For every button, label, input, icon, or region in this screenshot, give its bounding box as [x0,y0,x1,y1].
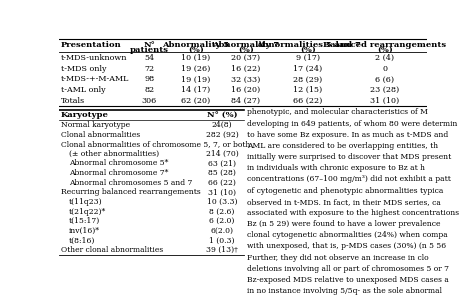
Text: (%): (%) [300,46,316,54]
Text: Totals: Totals [61,97,85,105]
Text: 6 (2.0): 6 (2.0) [210,217,235,225]
Text: t(11q23): t(11q23) [69,198,102,206]
Text: with unexposed, that is, p-MDS cases (30%) (n 5 56: with unexposed, that is, p-MDS cases (30… [247,243,446,250]
Text: 6 (6): 6 (6) [375,76,394,83]
Text: Balanced rearrangements: Balanced rearrangements [323,41,447,49]
Text: 17 (24): 17 (24) [293,65,323,72]
Text: 16 (20): 16 (20) [231,86,261,94]
Text: 0: 0 [382,65,387,72]
Text: (%): (%) [188,46,203,54]
Text: t(21q22)*: t(21q22)* [69,207,106,216]
Text: 214 (70): 214 (70) [206,150,238,158]
Text: in no instance involving 5/5q- as the sole abnormal: in no instance involving 5/5q- as the so… [247,287,442,295]
Text: Clonal abnormalities of chromosome 5, 7, or both: Clonal abnormalities of chromosome 5, 7,… [61,140,250,148]
Text: 24(8): 24(8) [212,121,232,129]
Text: 10 (3.3): 10 (3.3) [207,198,237,206]
Text: 32 (33): 32 (33) [231,76,261,83]
Text: 39 (13)†: 39 (13)† [206,246,238,254]
Text: Abnormalities 5 and 7: Abnormalities 5 and 7 [255,41,360,49]
Text: Clonal abnormalities: Clonal abnormalities [61,130,140,139]
Text: t-MDS-unknown: t-MDS-unknown [61,54,128,62]
Text: 19 (19): 19 (19) [181,76,210,83]
Text: 282 (92): 282 (92) [206,130,238,139]
Text: t-MDS-+-M-AML: t-MDS-+-M-AML [61,76,129,83]
Text: t-MDS only: t-MDS only [61,65,106,72]
Text: 2 (4): 2 (4) [375,54,394,62]
Text: of cytogenetic and phenotypic abnormalities typica: of cytogenetic and phenotypic abnormalit… [247,187,443,194]
Text: 54: 54 [144,54,154,62]
Text: 66 (22): 66 (22) [293,97,323,105]
Text: observed in t-MDS. In fact, in their MDS series, ca: observed in t-MDS. In fact, in their MDS… [247,198,441,206]
Text: (± other abnormalities): (± other abnormalities) [69,150,159,158]
Text: concentrations (67–100 mg/m³) did not exhibit a patt: concentrations (67–100 mg/m³) did not ex… [247,175,451,183]
Text: deletions involving all or part of chromosomes 5 or 7: deletions involving all or part of chrom… [247,265,449,273]
Text: associated with exposure to the highest concentrations: associated with exposure to the highest … [247,209,459,217]
Text: Karyotype: Karyotype [61,111,109,119]
Text: Presentation: Presentation [61,41,121,49]
Text: 12 (15): 12 (15) [293,86,323,94]
Text: initially were surprised to discover that MDS present: initially were surprised to discover tha… [247,153,451,161]
Text: N° (%): N° (%) [207,111,237,119]
Text: 31 (10): 31 (10) [208,188,236,196]
Text: Abnormal chromosomes 5 and 7: Abnormal chromosomes 5 and 7 [69,179,192,187]
Text: in individuals with chronic exposure to Bz at h: in individuals with chronic exposure to … [247,164,425,172]
Text: 31 (10): 31 (10) [370,97,400,105]
Text: Abnormal chromosome 5*: Abnormal chromosome 5* [69,159,168,168]
Text: 16 (22): 16 (22) [231,65,261,72]
Text: 72: 72 [144,65,154,72]
Text: Abnormal chromosome 7*: Abnormal chromosome 7* [69,169,168,177]
Text: 306: 306 [142,97,157,105]
Text: 1 (0.3): 1 (0.3) [209,236,235,245]
Text: 10 (19): 10 (19) [181,54,210,62]
Text: 23 (28): 23 (28) [370,86,400,94]
Text: patients: patients [130,46,169,54]
Text: 62 (20): 62 (20) [181,97,210,105]
Text: 84 (27): 84 (27) [231,97,261,105]
Text: (%): (%) [238,46,254,54]
Text: N°: N° [143,41,155,49]
Text: t(8:16): t(8:16) [69,236,95,245]
Text: inv(16)*: inv(16)* [69,227,100,235]
Text: Bz-exposed MDS relative to unexposed MDS cases a: Bz-exposed MDS relative to unexposed MDS… [247,276,449,284]
Text: Other clonal abnormalities: Other clonal abnormalities [61,246,163,254]
Text: Recurring balanced rearrangements: Recurring balanced rearrangements [61,188,201,196]
Text: clonal cytogenetic abnormalities (24%) when compa: clonal cytogenetic abnormalities (24%) w… [247,231,447,239]
Text: Bz (n 5 29) were found to have a lower prevalence: Bz (n 5 29) were found to have a lower p… [247,220,440,228]
Text: 82: 82 [144,86,154,94]
Text: 98: 98 [144,76,154,83]
Text: (%): (%) [377,46,392,54]
Text: Normal karyotype: Normal karyotype [61,121,130,129]
Text: 66 (22): 66 (22) [208,179,236,187]
Text: to have some Bz exposure. In as much as t-MDS and: to have some Bz exposure. In as much as … [247,131,448,139]
Text: 14 (17): 14 (17) [181,86,210,94]
Text: 6(2.0): 6(2.0) [210,227,234,235]
Text: phenotypic, and molecular characteristics of M: phenotypic, and molecular characteristic… [247,108,428,116]
Text: t-AML only: t-AML only [61,86,105,94]
Text: developing in 649 patients, of whom 80 were determin: developing in 649 patients, of whom 80 w… [247,120,457,127]
Text: 9 (17): 9 (17) [296,54,320,62]
Text: t(15:17): t(15:17) [69,217,100,225]
Text: 19 (26): 19 (26) [181,65,210,72]
Text: Abnormality 7: Abnormality 7 [212,41,280,49]
Text: AML are considered to be overlapping entities, th: AML are considered to be overlapping ent… [247,142,438,150]
Text: 8 (2.6): 8 (2.6) [210,207,235,216]
Text: 28 (29): 28 (29) [293,76,323,83]
Text: Abnormality 5: Abnormality 5 [162,41,229,49]
Text: 20 (37): 20 (37) [231,54,261,62]
Text: 85 (28): 85 (28) [208,169,236,177]
Text: Further, they did not observe an increase in clo: Further, they did not observe an increas… [247,254,428,262]
Text: 63 (21): 63 (21) [208,159,236,168]
